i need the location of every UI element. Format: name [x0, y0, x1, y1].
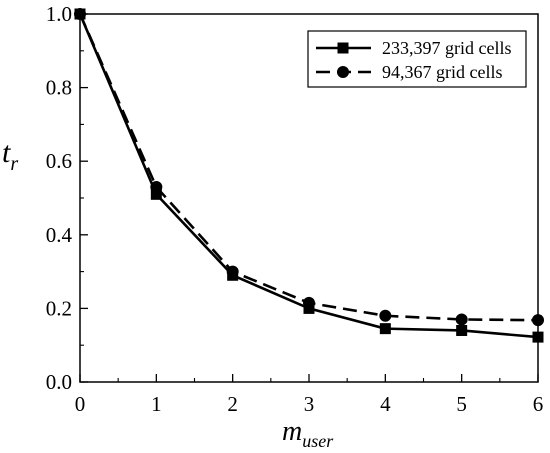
- y-tick-label: 1.0: [46, 2, 72, 26]
- y-axis-title: tr: [2, 136, 18, 175]
- legend-marker-2: [337, 66, 349, 78]
- series-1-point: [150, 188, 162, 200]
- x-tick-label: 1: [151, 392, 162, 416]
- series-2-point: [532, 314, 544, 327]
- legend-label-1: 233,397 grid cells: [382, 38, 511, 58]
- x-tick-label: 4: [380, 392, 391, 416]
- series-1-point: [227, 269, 239, 281]
- series-1-point: [456, 324, 468, 336]
- y-tick-label: 0.0: [46, 370, 72, 394]
- series-2-point: [379, 309, 392, 322]
- x-axis-title-subscript: user: [302, 431, 334, 451]
- legend-label-2: 94,367 grid cells: [382, 62, 502, 82]
- plot-area: 0 1 2 3 4 5 6 0.0 0.2 0.4 0.6 0.8 1.0: [46, 2, 544, 416]
- x-axis-title-main: m: [282, 416, 302, 447]
- x-tick-label: 6: [533, 392, 544, 416]
- svg-text:muser: muser: [282, 416, 334, 451]
- series-2-point: [455, 313, 468, 326]
- series-1-point: [532, 331, 544, 343]
- legend: 233,397 grid cells 94,367 grid cells: [307, 30, 527, 88]
- series-1: [74, 8, 544, 343]
- y-tick-label: 0.4: [46, 223, 73, 247]
- x-tick-label: 0: [75, 392, 86, 416]
- x-tick-label: 3: [304, 392, 315, 416]
- x-tick-label: 2: [227, 392, 238, 416]
- legend-marker-1: [337, 42, 349, 54]
- y-tick-label: 0.8: [46, 76, 72, 100]
- y-axis-title-subscript: r: [10, 153, 18, 175]
- series-1-point: [379, 323, 391, 335]
- y-tick-label: 0.6: [46, 149, 72, 173]
- y-axis-title-main: t: [2, 136, 11, 169]
- y-tick-label: 0.2: [46, 296, 72, 320]
- x-axis-title: muser: [282, 416, 334, 451]
- x-tick-label: 5: [456, 392, 467, 416]
- series-1-point: [303, 302, 315, 314]
- series-1-point: [74, 8, 86, 20]
- svg-text:tr: tr: [2, 136, 18, 175]
